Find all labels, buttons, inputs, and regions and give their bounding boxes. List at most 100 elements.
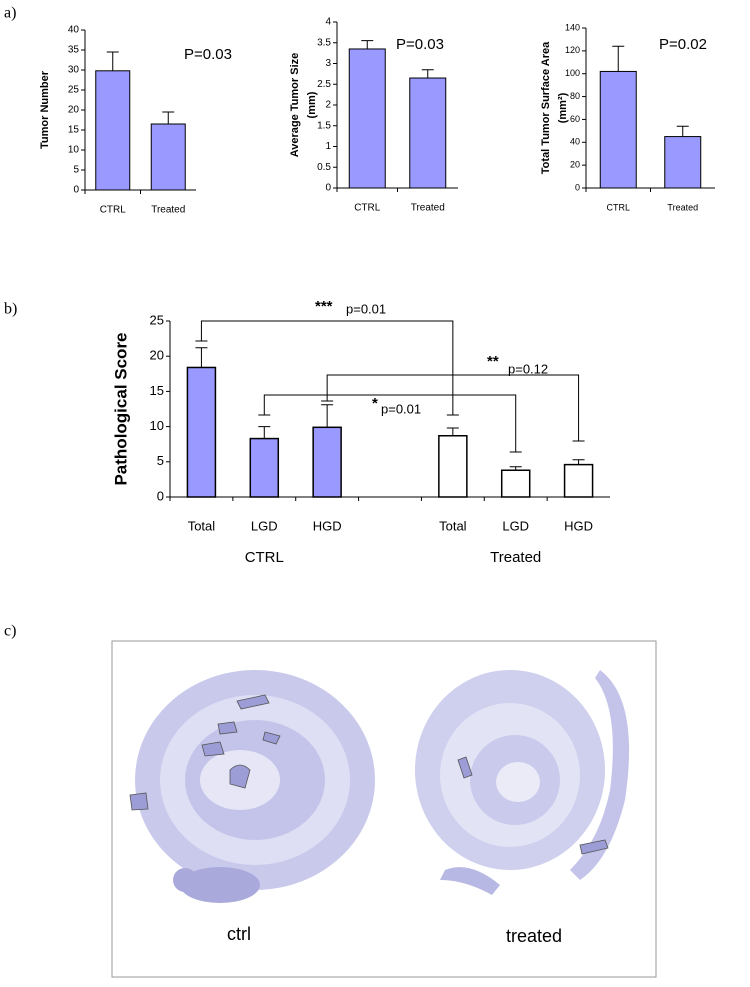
error-bar bbox=[509, 466, 522, 471]
y-tick-label: 30 bbox=[68, 65, 80, 76]
y-axis-label: (mm) bbox=[306, 91, 318, 118]
bar bbox=[599, 70, 637, 189]
bar bbox=[500, 469, 531, 498]
bar bbox=[348, 48, 386, 189]
tissue bbox=[180, 867, 260, 903]
y-tick-label: 40 bbox=[68, 25, 80, 36]
bar bbox=[249, 437, 280, 498]
lesion bbox=[457, 756, 473, 779]
error-bar bbox=[258, 426, 271, 439]
y-tick-label: 35 bbox=[68, 45, 80, 56]
lesion bbox=[201, 741, 225, 757]
y-tick-label: 0.5 bbox=[317, 162, 331, 173]
comparison-p-value: p=0.01 bbox=[346, 301, 386, 316]
y-tick-label: 5 bbox=[157, 453, 164, 468]
y-tick-label: 1 bbox=[325, 141, 331, 152]
x-tick-label: CTRL bbox=[354, 203, 381, 214]
y-axis-label: Pathological Score bbox=[111, 332, 130, 485]
bar bbox=[150, 123, 186, 191]
y-tick-label: 0 bbox=[325, 183, 331, 194]
error-bar bbox=[421, 69, 434, 79]
comparison-p-value: p=0.01 bbox=[381, 401, 421, 416]
y-tick-label: 10 bbox=[150, 418, 164, 433]
x-tick-label: Treated bbox=[411, 203, 445, 214]
x-tick-label: LGD bbox=[502, 518, 529, 533]
y-tick-label: 60 bbox=[570, 114, 580, 124]
y-axis-label: Average Tumor Size bbox=[289, 53, 301, 158]
y-tick-label: 120 bbox=[565, 45, 580, 55]
p-value: P=0.03 bbox=[396, 36, 444, 53]
y-tick-label: 1.5 bbox=[317, 120, 331, 131]
error-bar bbox=[572, 459, 585, 465]
bracket bbox=[195, 320, 459, 416]
lesion bbox=[229, 764, 251, 789]
error-bar bbox=[321, 404, 334, 428]
y-tick-label: 80 bbox=[570, 91, 580, 101]
y-tick-label: 0 bbox=[575, 182, 580, 192]
y-tick-label: 0 bbox=[73, 185, 79, 196]
bar bbox=[312, 426, 342, 498]
tissue bbox=[496, 762, 540, 802]
lesion bbox=[236, 694, 270, 710]
y-axis-label: Total Tumor Surface Area bbox=[540, 41, 552, 174]
bar bbox=[563, 463, 594, 498]
significance-stars: *** bbox=[315, 298, 333, 315]
group-label: Treated bbox=[490, 549, 541, 566]
significance-stars: * bbox=[372, 395, 378, 412]
x-tick-label: HGD bbox=[564, 518, 593, 533]
tissue bbox=[570, 670, 630, 880]
y-tick-label: 3 bbox=[325, 58, 331, 69]
x-tick-label: Treated bbox=[151, 205, 185, 216]
lesion bbox=[262, 731, 281, 745]
x-tick-label: CTRL bbox=[100, 205, 127, 216]
tissue-image bbox=[111, 640, 657, 978]
image-label: treated bbox=[506, 926, 562, 946]
bracket bbox=[258, 394, 522, 453]
x-tick-label: HGD bbox=[313, 518, 342, 533]
y-tick-label: 20 bbox=[570, 160, 580, 170]
x-tick-label: Treated bbox=[667, 202, 698, 212]
y-tick-label: 10 bbox=[68, 145, 80, 156]
x-tick-label: Total bbox=[439, 518, 467, 533]
bracket bbox=[321, 374, 585, 442]
comparison-p-value: p=0.12 bbox=[508, 361, 548, 376]
y-tick-label: 140 bbox=[565, 22, 580, 32]
error-bar bbox=[106, 51, 119, 71]
y-tick-label: 2 bbox=[325, 100, 331, 111]
y-tick-label: 20 bbox=[68, 105, 80, 116]
group-label: CTRL bbox=[245, 549, 284, 566]
error-bar bbox=[361, 40, 374, 49]
y-tick-label: 20 bbox=[150, 348, 164, 363]
lesion bbox=[217, 721, 238, 735]
y-tick-label: 5 bbox=[73, 165, 79, 176]
y-tick-label: 25 bbox=[150, 312, 164, 327]
y-tick-label: 15 bbox=[68, 125, 80, 136]
bar bbox=[664, 136, 702, 189]
significance-stars: ** bbox=[487, 353, 499, 370]
tissue bbox=[173, 868, 197, 892]
error-bar bbox=[446, 427, 459, 436]
lesion bbox=[579, 839, 609, 855]
p-value: P=0.03 bbox=[184, 46, 232, 63]
error-bar bbox=[612, 45, 625, 72]
x-tick-label: Total bbox=[188, 518, 216, 533]
error-bar bbox=[162, 111, 175, 124]
panel-label: c) bbox=[4, 623, 16, 640]
image-label: ctrl bbox=[227, 924, 251, 944]
x-tick-label: CTRL bbox=[606, 202, 630, 212]
y-tick-label: 0 bbox=[157, 488, 164, 503]
y-tick-label: 4 bbox=[325, 17, 331, 28]
lesion bbox=[129, 792, 149, 811]
x-tick-label: LGD bbox=[251, 518, 278, 533]
y-tick-label: 25 bbox=[68, 85, 80, 96]
y-axis-label: Tumor Number bbox=[39, 70, 51, 149]
tissue bbox=[440, 867, 500, 895]
y-tick-label: 40 bbox=[570, 137, 580, 147]
error-bar bbox=[195, 347, 208, 368]
panel-label: a) bbox=[4, 5, 16, 22]
bar bbox=[186, 366, 217, 498]
bar bbox=[409, 77, 447, 189]
y-tick-label: 15 bbox=[150, 383, 164, 398]
panel-label: b) bbox=[4, 301, 17, 318]
